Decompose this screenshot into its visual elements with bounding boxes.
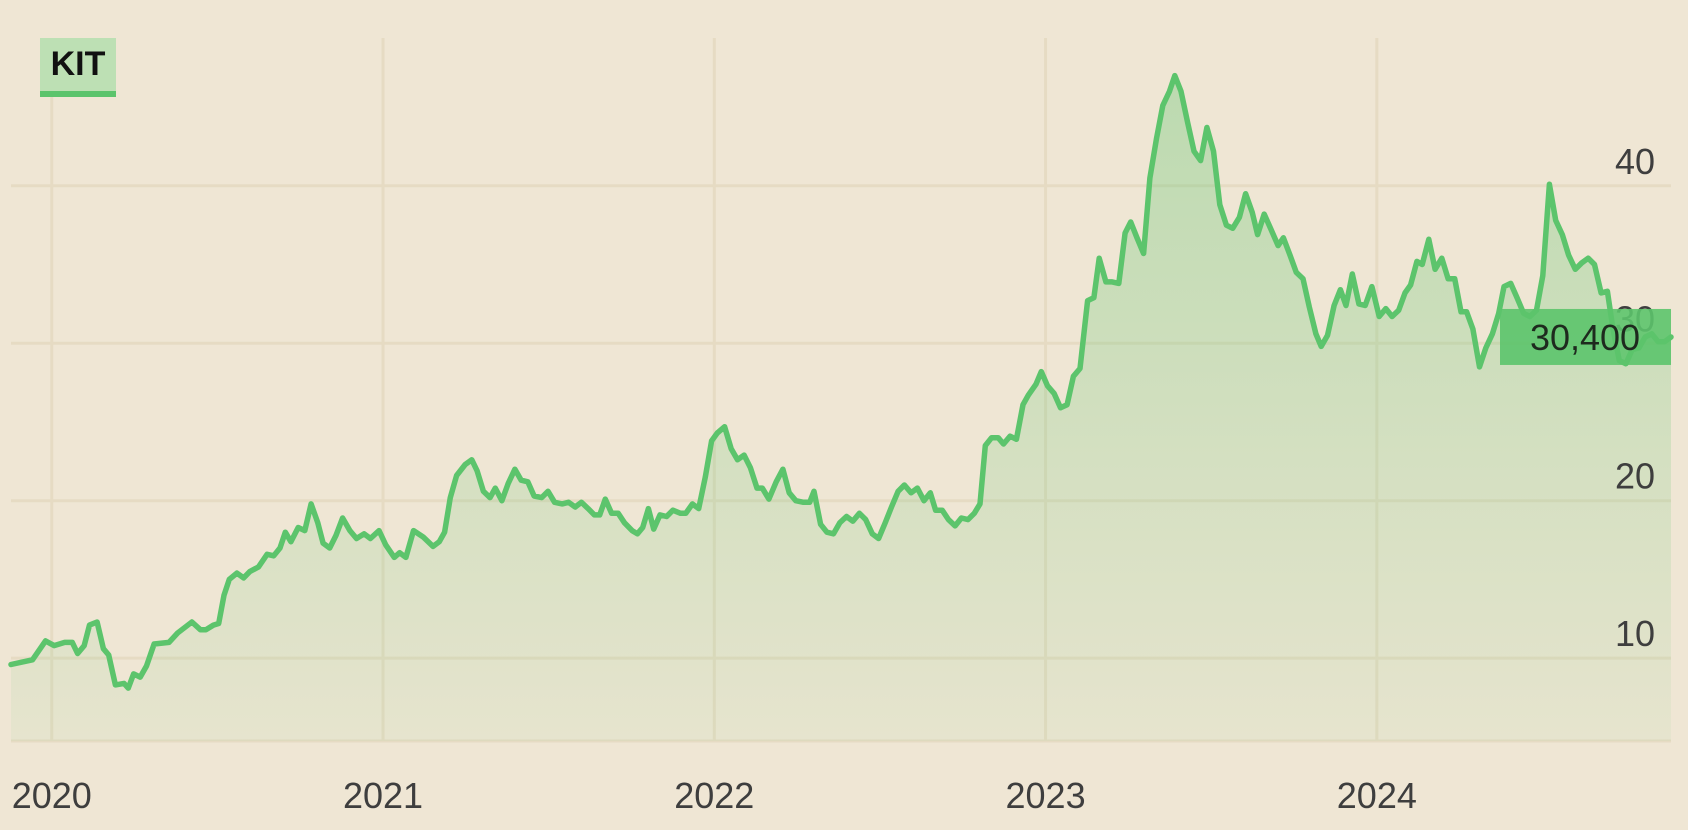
y-tick-label: 10: [1615, 613, 1655, 654]
labels: 102030402020202120222023202430,400: [12, 141, 1671, 816]
x-tick-label: 2021: [343, 775, 423, 816]
x-tick-label: 2022: [674, 775, 754, 816]
legend-box: [40, 38, 116, 92]
x-tick-label: 2024: [1337, 775, 1417, 816]
legend-underline: [40, 91, 116, 97]
last-value-label: 30,400: [1530, 317, 1640, 358]
x-tick-label: 2023: [1006, 775, 1086, 816]
y-tick-label: 20: [1615, 456, 1655, 497]
plot: [8, 72, 1674, 742]
legend-label: KIT: [51, 45, 106, 83]
area: [11, 75, 1671, 742]
y-tick-label: 40: [1615, 141, 1655, 182]
x-tick-label: 2020: [12, 775, 92, 816]
last-value-box: [1500, 308, 1671, 365]
line: [8, 72, 1674, 691]
